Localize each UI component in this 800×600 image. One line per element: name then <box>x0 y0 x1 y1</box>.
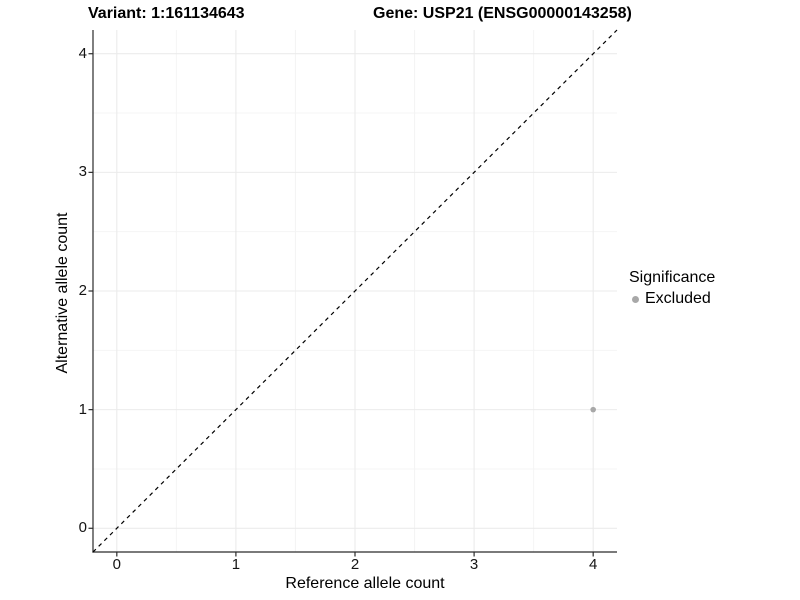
legend-title: Significance <box>629 269 716 286</box>
x-tick-label: 4 <box>589 556 598 573</box>
x-tick-label: 2 <box>350 556 360 573</box>
x-tick-label: 3 <box>469 556 479 573</box>
y-tick-label: 1 <box>78 400 87 418</box>
y-tick-label: 4 <box>78 44 87 62</box>
legend-item-excluded: Excluded <box>629 290 715 308</box>
x-tick-label: 0 <box>112 556 121 573</box>
x-axis-label: Reference allele count <box>285 575 445 592</box>
x-tick-label: 1 <box>231 556 241 573</box>
identity-dashed-line <box>92 29 618 553</box>
legend-point-icon <box>632 295 639 303</box>
legend: Significance Excluded <box>629 269 715 308</box>
legend-item-label: Excluded <box>645 290 711 307</box>
data-point <box>590 406 596 413</box>
plot-title-variant: Variant: 1:161134643 <box>88 5 245 22</box>
y-tick-label: 0 <box>78 519 87 537</box>
y-axis-label: Alternative allele count <box>54 212 71 374</box>
y-tick-label: 3 <box>78 163 87 181</box>
plot-title-gene: Gene: USP21 (ENSG00000143258) <box>373 5 632 22</box>
y-tick-label: 2 <box>78 282 87 299</box>
